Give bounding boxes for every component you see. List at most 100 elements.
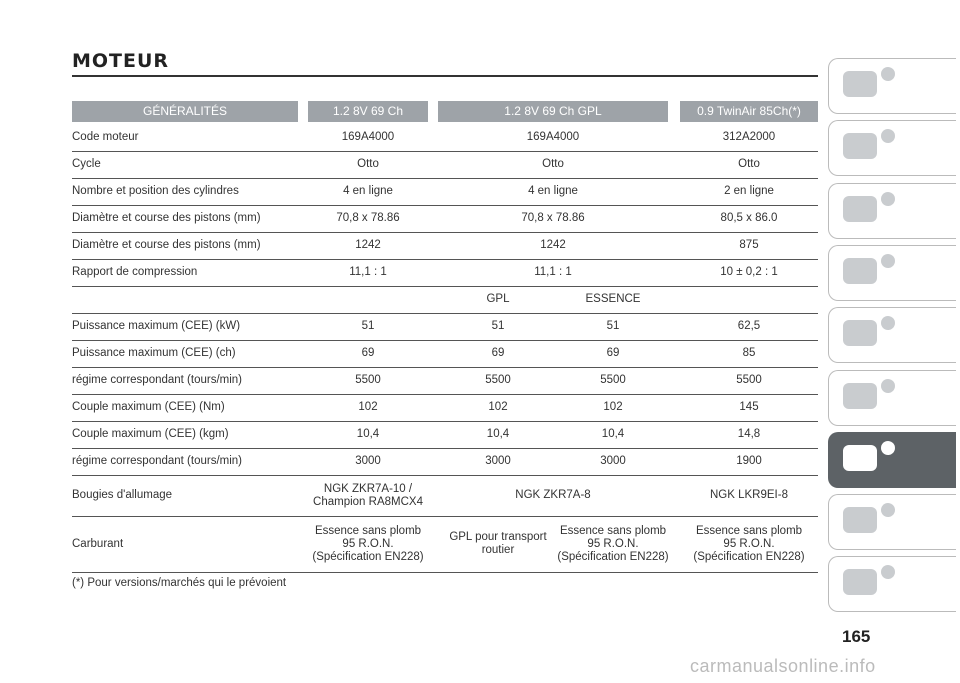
- tab-icon: [843, 569, 877, 596]
- cell: Otto: [542, 158, 564, 170]
- row-rule: [72, 151, 818, 152]
- cell: 3000: [355, 455, 381, 467]
- page-number: 165: [842, 627, 871, 646]
- cell: 102: [603, 401, 623, 413]
- cell: Essence sans plomb 95 R.O.N. (Spécificat…: [693, 524, 805, 563]
- cell: 69: [491, 347, 505, 359]
- cell: 5500: [355, 374, 381, 386]
- row-rule: [72, 286, 818, 287]
- cell: ESSENCE: [585, 293, 641, 305]
- cell: 312A2000: [722, 131, 776, 143]
- section-tab[interactable]: [828, 182, 956, 239]
- row-rule: [72, 232, 818, 233]
- cell: 85: [742, 347, 756, 359]
- row-label: Bougies d'allumage: [72, 489, 173, 501]
- row-rule: [72, 516, 818, 517]
- column-header: 1.2 8V 69 Ch GPL: [438, 101, 668, 122]
- row-rule: [72, 475, 818, 476]
- column-header: 0.9 TwinAir 85Ch(*): [680, 101, 818, 122]
- tab-icon: [843, 133, 877, 160]
- row-label: Cycle: [72, 158, 101, 170]
- tab-icon-detail: [881, 316, 895, 331]
- tab-icon: [843, 444, 877, 471]
- row-label: Diamètre et course des pistons (mm): [72, 239, 261, 251]
- cell: 69: [361, 347, 375, 359]
- cell: 51: [491, 320, 505, 332]
- row-label: Carburant: [72, 537, 124, 550]
- cell: 4 en ligne: [528, 185, 578, 197]
- section-tab[interactable]: [828, 556, 956, 613]
- cell: 2 en ligne: [724, 185, 774, 197]
- tab-icon-detail: [881, 503, 895, 518]
- tab-icon: [843, 71, 877, 97]
- cell: 1242: [355, 239, 381, 251]
- cell: 10,4: [356, 428, 380, 440]
- tab-icon: [843, 507, 877, 534]
- section-tab[interactable]: [828, 244, 956, 301]
- tab-icon: [843, 195, 877, 222]
- cell: 51: [361, 320, 375, 332]
- cell: 5500: [600, 374, 626, 386]
- row-rule: [72, 572, 818, 573]
- cell: 70,8 x 78.86: [521, 212, 585, 224]
- section-tab[interactable]: [828, 307, 956, 364]
- cell: 5500: [485, 374, 511, 386]
- section-tab[interactable]: [828, 494, 956, 551]
- row-rule: [72, 178, 818, 179]
- row-label: Diamètre et course des pistons (mm): [72, 212, 261, 224]
- cell: 5500: [736, 374, 762, 386]
- cell: 102: [488, 401, 508, 413]
- cell: 3000: [485, 455, 511, 467]
- cell: 1900: [736, 455, 762, 467]
- footnote: (*) Pour versions/marchés qui le prévoie…: [72, 577, 287, 589]
- cell: 875: [739, 239, 759, 251]
- title: MOTEUR: [72, 50, 170, 72]
- cell: NGK ZKR7A-8: [515, 489, 591, 501]
- row-label: Rapport de compression: [72, 266, 198, 278]
- column-header: GÉNÉRALITÉS: [72, 101, 298, 122]
- section-tab[interactable]: [828, 120, 956, 177]
- watermark: carmanualsonline.info: [690, 656, 876, 676]
- cell: 10,4: [486, 428, 510, 440]
- row-label: Couple maximum (CEE) (Nm): [72, 401, 225, 413]
- section-tab[interactable]: [828, 431, 956, 488]
- section-tab[interactable]: [828, 58, 956, 114]
- cell: Essence sans plomb 95 R.O.N. (Spécificat…: [312, 524, 424, 563]
- cell: 51: [606, 320, 620, 332]
- row-label: Nombre et position des cylindres: [72, 185, 239, 197]
- cell: Essence sans plomb 95 R.O.N. (Spécificat…: [557, 524, 669, 563]
- cell: GPL pour transport routier: [449, 531, 547, 556]
- cell: 10,4: [601, 428, 625, 440]
- cell: 80,5 x 86.0: [720, 212, 778, 224]
- tab-icon: [843, 382, 877, 409]
- cell: Otto: [357, 158, 379, 170]
- cell: 169A4000: [341, 131, 395, 143]
- cell: 14,8: [737, 428, 761, 440]
- title-rule: [72, 75, 818, 77]
- tab-icon-detail: [881, 378, 895, 393]
- tab-icon: [843, 320, 877, 347]
- cell: 4 en ligne: [343, 185, 393, 197]
- row-rule: [72, 394, 818, 395]
- section-tab[interactable]: [828, 369, 956, 426]
- tab-icon-detail: [881, 565, 895, 580]
- row-label: régime correspondant (tours/min): [72, 455, 243, 467]
- cell: NGK ZKR7A-10 / Champion RA8MCX4: [313, 482, 423, 508]
- row-label: Code moteur: [72, 131, 139, 143]
- cell: 1242: [540, 239, 566, 251]
- tab-icon-detail: [881, 440, 895, 455]
- cell: 70,8 x 78.86: [336, 212, 400, 224]
- row-label: régime correspondant (tours/min): [72, 374, 243, 386]
- tab-icon-detail: [881, 253, 895, 268]
- cell: GPL: [486, 293, 510, 305]
- row-label: Couple maximum (CEE) (kgm): [72, 428, 229, 440]
- tab-icon-detail: [881, 191, 895, 206]
- row-rule: [72, 259, 818, 260]
- cell: NGK LKR9EI-8: [710, 489, 788, 501]
- cell: Otto: [738, 158, 760, 170]
- row-rule: [72, 205, 818, 206]
- cell: 11,1 : 1: [534, 266, 572, 278]
- row-rule: [72, 340, 818, 341]
- cell: 3000: [600, 455, 626, 467]
